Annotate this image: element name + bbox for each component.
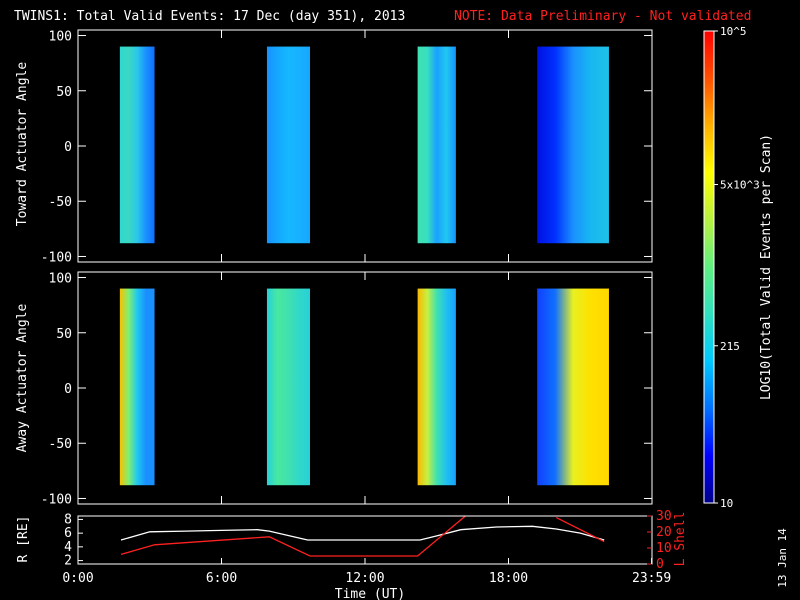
- series-R-line: [120, 525, 605, 541]
- top-ylabel: Toward Actuator Angle: [15, 62, 30, 227]
- heatmap-block: [266, 288, 310, 486]
- panel-bottom: -100 -50 0 50 100: [41, 271, 653, 507]
- heatmap-block: [537, 288, 609, 486]
- y-tick-label: 50: [56, 327, 72, 342]
- xlabel: Time (UT): [335, 587, 405, 600]
- colorbar-tick-label: 10^5: [720, 25, 747, 38]
- y-tick-label: -100: [41, 250, 72, 265]
- y-tick-label: 8: [64, 512, 72, 527]
- heatmap-block: [119, 46, 155, 244]
- orbit-y2label: L Shell: [673, 512, 688, 567]
- heatmap-block: [266, 46, 310, 244]
- y-tick-label: 100: [49, 272, 72, 287]
- heatmap-block: [119, 288, 155, 486]
- y-tick-label: -50: [49, 437, 72, 452]
- x-tick-label: 0:00: [62, 571, 93, 586]
- colorbar-tick-label: 215: [720, 340, 740, 353]
- y-tick-label: 100: [49, 30, 72, 45]
- x-tick-label: 18:00: [489, 571, 528, 586]
- y-tick-label: 0: [64, 140, 72, 155]
- y2-tick-label: 10: [656, 541, 672, 556]
- orbit-ylabel: R [RE]: [16, 516, 31, 563]
- date-stamp: 13 Jan 14: [776, 528, 789, 588]
- y2-tick-label: 30: [656, 509, 672, 524]
- chart-title: TWINS1: Total Valid Events: 17 Dec (day …: [14, 9, 405, 24]
- x-tick-label: 6:00: [206, 571, 237, 586]
- panel-top: -100 -50 0 50 100: [41, 29, 653, 265]
- y-tick-label: 50: [56, 85, 72, 100]
- series-L-line: [556, 517, 605, 543]
- colorbar-label: LOG10(Total Valid Events per Scan): [759, 134, 774, 400]
- bottom-ylabel: Away Actuator Angle: [15, 303, 30, 452]
- colorbar-gradient: [704, 31, 714, 503]
- y2-tick-label: 20: [656, 525, 672, 540]
- heatmap-block: [537, 46, 609, 244]
- y-tick-label: 2: [64, 554, 72, 569]
- colorbar-tick-label: 10: [720, 497, 733, 510]
- chart-note: NOTE: Data Preliminary - Not validated: [454, 9, 751, 24]
- y2-tick-label: 0: [656, 557, 664, 572]
- x-tick-label: 12:00: [345, 571, 384, 586]
- series-L-line: [120, 515, 466, 557]
- y-tick-label: 4: [64, 540, 72, 555]
- colorbar-frame: [703, 30, 715, 504]
- colorbar-tick-label: 5x10^3: [720, 179, 760, 192]
- heatmap-block: [417, 288, 456, 486]
- y-tick-label: -100: [41, 492, 72, 507]
- y-tick-label: -50: [49, 195, 72, 210]
- colorbar: 10 215 5x10^3 10^5: [703, 25, 760, 510]
- x-tick-label: 23:59: [632, 571, 671, 586]
- y-tick-label: 0: [64, 382, 72, 397]
- heatmap-block: [417, 46, 456, 244]
- y-tick-label: 6: [64, 526, 72, 541]
